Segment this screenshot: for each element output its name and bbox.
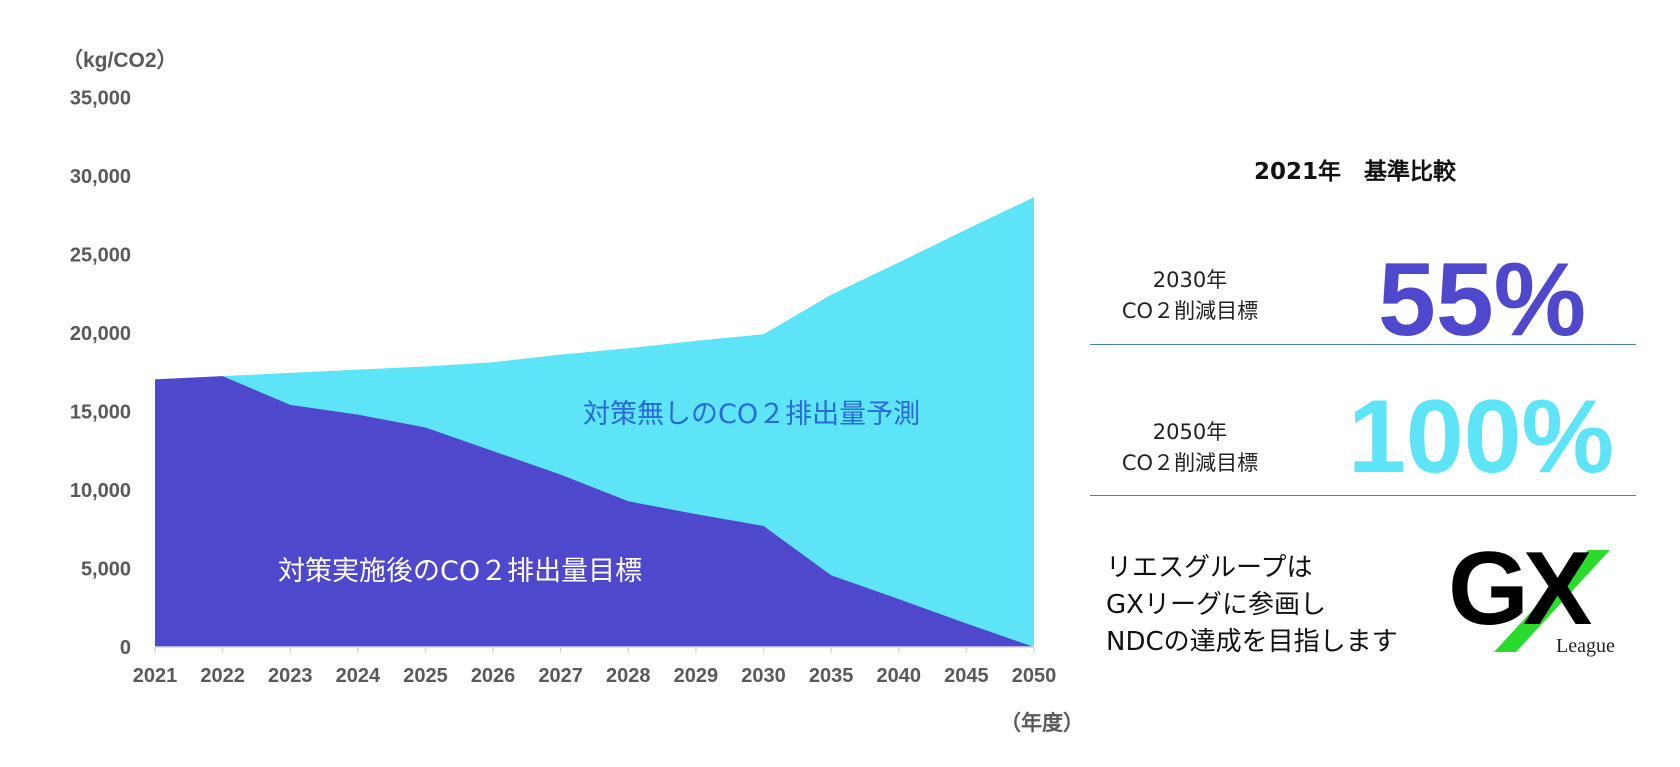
x-tick-label: 2021 [133, 665, 178, 687]
row-2050-value: 100% [1348, 379, 1614, 495]
x-tick-label: 2040 [877, 665, 922, 687]
divider [1090, 344, 1636, 345]
y-tick-label: 10,000 [70, 480, 131, 502]
y-tick-label: 15,000 [70, 402, 131, 424]
x-tick-label: 2025 [403, 665, 448, 687]
x-tick-label: 2022 [200, 665, 245, 687]
area-series-1 [155, 376, 1034, 647]
row-2030-label: CO２削減目標 [1121, 299, 1259, 323]
y-tick-label: 5,000 [81, 559, 131, 581]
x-tick-label: 2050 [1012, 665, 1057, 687]
row-2030-value: 55% [1378, 242, 1587, 358]
co2-area-chart: 2021 2022 2023 2024 2025 2026 2027 2028 2029 2030… [62, 48, 1080, 735]
x-tick-label: 2028 [606, 665, 651, 687]
x-tick-label: 2023 [268, 665, 313, 687]
gx-logo-sub: League [1556, 635, 1615, 657]
y-tick-label: 30,000 [70, 166, 131, 188]
series-label-forecast: 対策無しのCO２排出量予測 [583, 399, 920, 430]
x-axis-title: （年度） [1000, 711, 1080, 735]
y-axis-title: （kg/CO2） [62, 48, 178, 72]
x-tick-label: 2027 [538, 665, 583, 687]
gx-league-logo: GX League [1448, 548, 1615, 657]
divider [1090, 495, 1636, 496]
gx-line: リエスグループは [1106, 553, 1313, 583]
gx-statement: リエスグループは GXリーグに参画し NDCの達成を目指します [1106, 550, 1398, 661]
y-tick-label: 0 [120, 637, 131, 659]
y-tick-label: 35,000 [70, 88, 131, 110]
row-2050-label: CO２削減目標 [1121, 451, 1259, 475]
gx-logo-text: GX [1448, 548, 1592, 647]
series-label-target: 対策実施後のCO２排出量目標 [278, 556, 642, 587]
x-tick-label: 2026 [471, 665, 516, 687]
x-tick-label: 2024 [336, 665, 381, 687]
x-tick-label: 2035 [809, 665, 854, 687]
panel-title: 2021年 基準比較 [1254, 159, 1457, 185]
row-2050-year: 2050年 [1152, 420, 1228, 444]
y-tick-label: 25,000 [70, 245, 131, 267]
x-tick-label: 2030 [741, 665, 786, 687]
x-tick-label: 2045 [944, 665, 989, 687]
row-2030-year: 2030年 [1152, 268, 1228, 292]
y-tick-label: 20,000 [70, 323, 131, 345]
x-tick-label: 2029 [674, 665, 719, 687]
gx-line: NDCの達成を目指します [1106, 627, 1398, 657]
gx-line: GXリーグに参画し [1106, 590, 1326, 620]
